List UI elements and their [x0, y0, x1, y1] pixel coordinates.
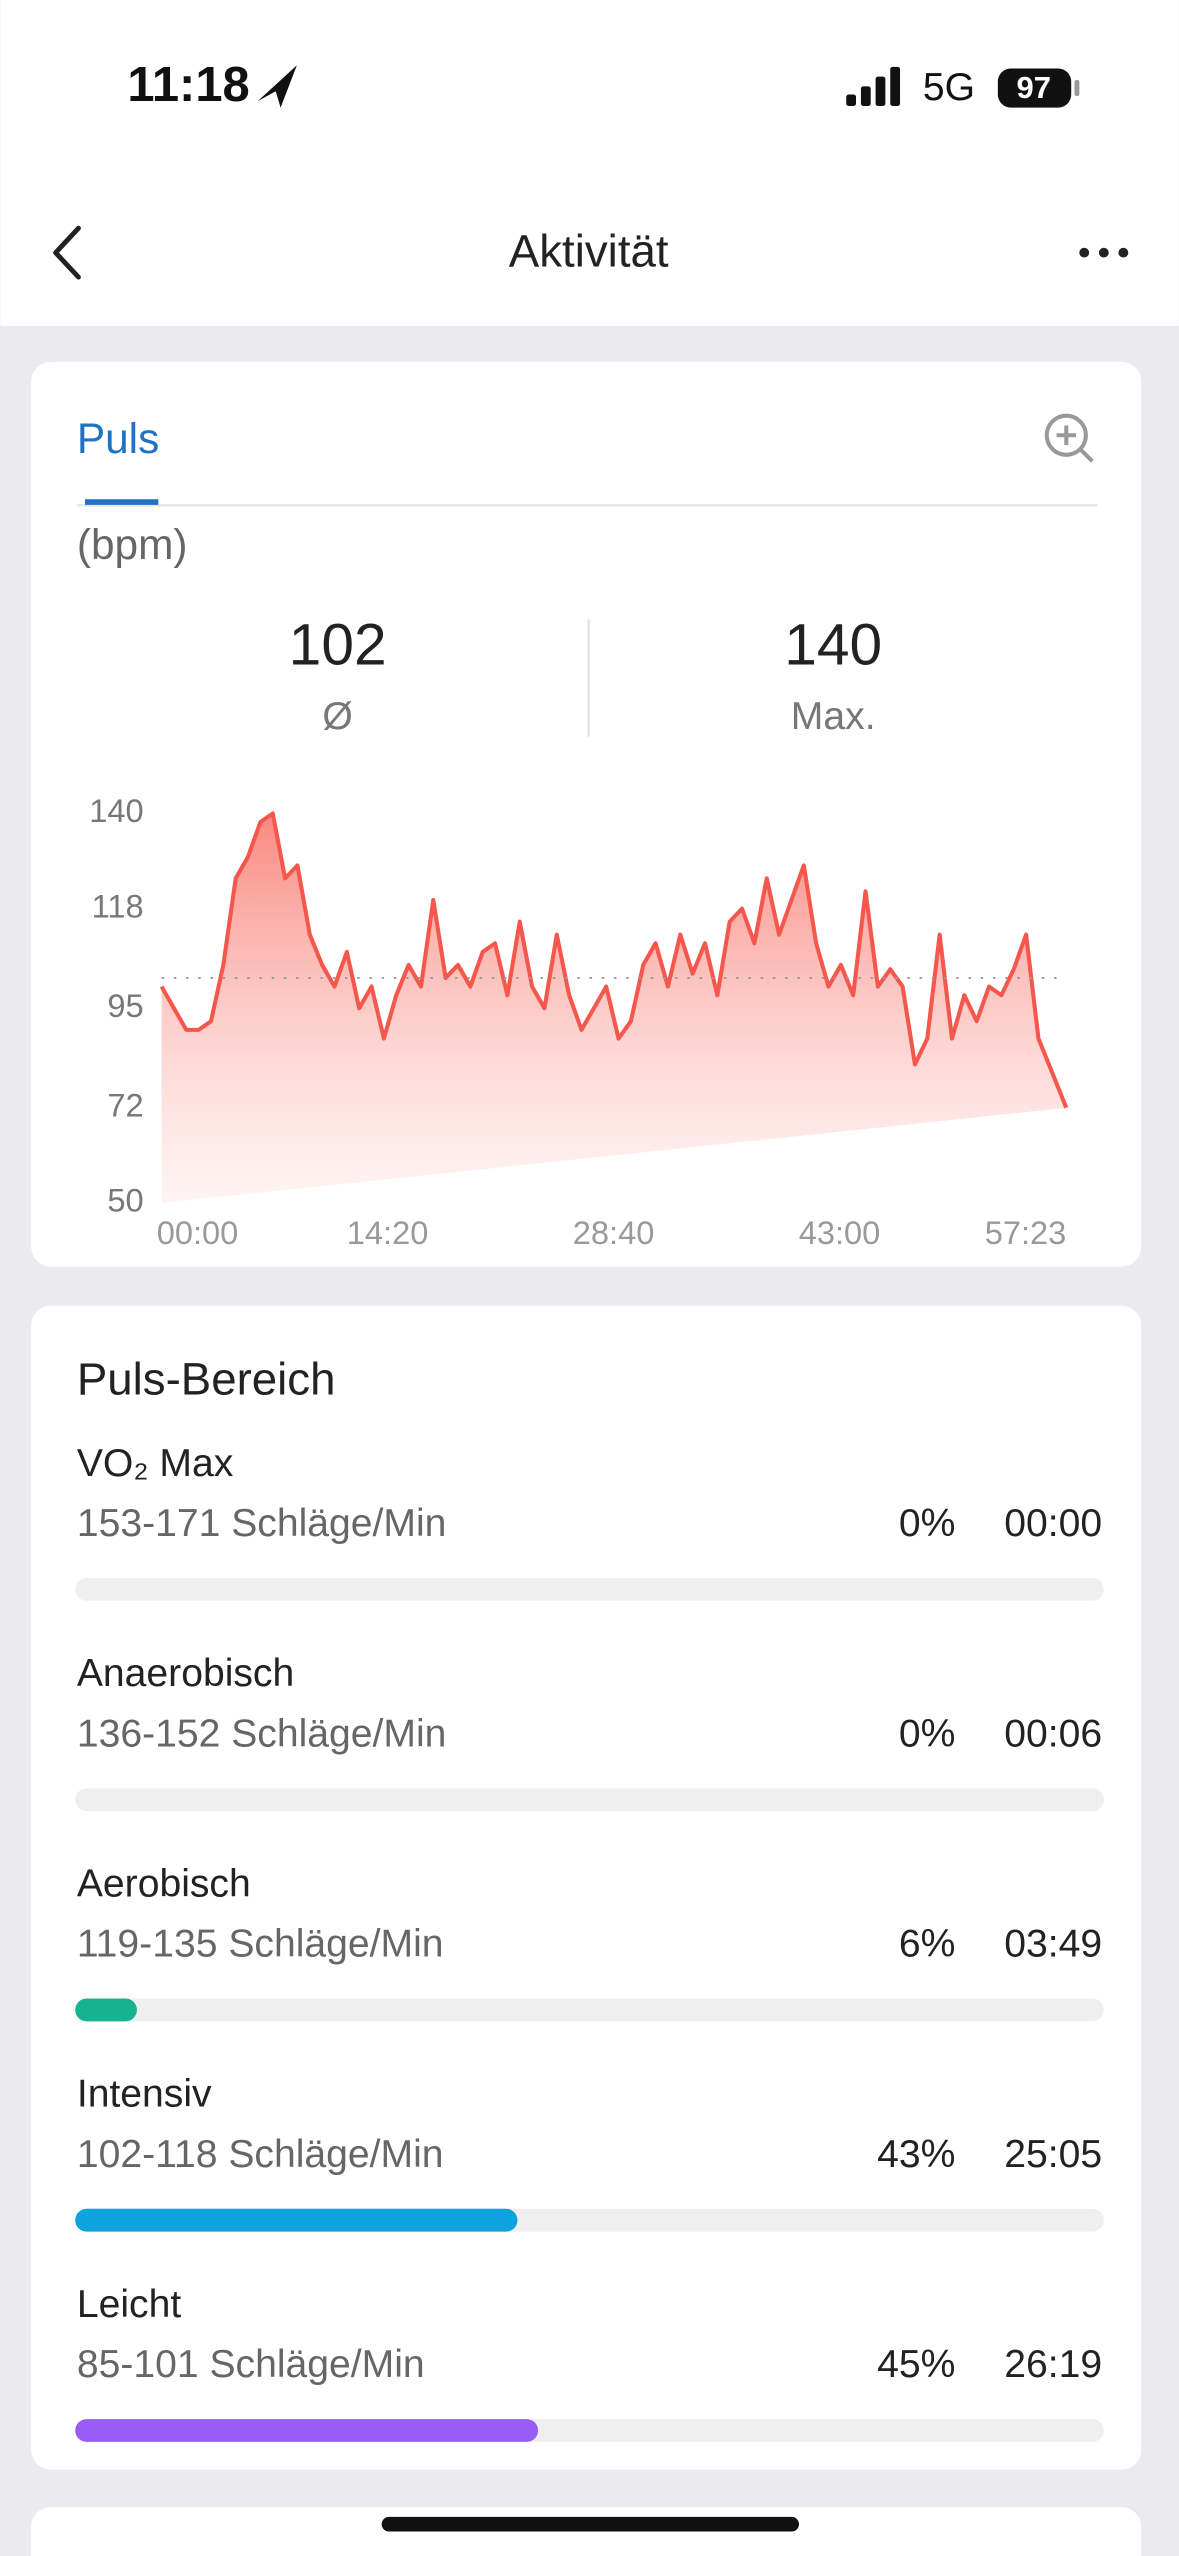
- unit-label: (bpm): [77, 521, 188, 568]
- zone-time: 26:19: [1004, 2343, 1102, 2386]
- avg-value: 102: [289, 612, 387, 677]
- avg-label: Ø: [322, 695, 352, 738]
- page-title: Aktivität: [509, 225, 669, 276]
- next-card: [31, 2507, 1142, 2556]
- tab-label[interactable]: Puls: [77, 415, 159, 462]
- zone-track: [75, 1788, 1104, 1812]
- zone-range: 119-135 Schläge/Min: [77, 1923, 444, 1966]
- x-tick-label: 00:00: [157, 1214, 239, 1251]
- zone-time: 00:00: [1004, 1502, 1102, 1545]
- zone-name: VO₂ Max: [77, 1442, 234, 1485]
- x-tick-label: 57:23: [985, 1214, 1067, 1251]
- heart-rate-line: [159, 811, 1069, 1109]
- zone-name: Anaerobisch: [77, 1652, 294, 1695]
- zone-percent: 45%: [877, 2343, 955, 2386]
- signal-icon: [846, 66, 901, 106]
- zone-bar: [75, 1998, 137, 2022]
- y-tick-label: 118: [92, 887, 144, 924]
- zones-list: VO₂ Max 153-171 Schläge/Min 0% 00:00 Anaerob…: [75, 1442, 1104, 2442]
- battery-tip: [1074, 79, 1080, 97]
- x-tick-label: 43:00: [799, 1214, 881, 1251]
- max-value: 140: [784, 612, 882, 677]
- zone-range: 153-171 Schläge/Min: [77, 1502, 447, 1545]
- top-bar: [0, 0, 1179, 327]
- battery: [997, 68, 1072, 108]
- zone-percent: 0%: [899, 1712, 956, 1755]
- y-tick-label: 95: [107, 987, 143, 1024]
- zoom-button[interactable]: [1044, 413, 1094, 463]
- home-indicator: [381, 2516, 799, 2532]
- pulse-chart: 50 72 95 118 140 00:00 14:20 28:40 43:00 57:23: [89, 792, 1069, 1251]
- zone-bar: [75, 2419, 539, 2442]
- location-icon: [257, 65, 297, 108]
- zone-time: 25:05: [1004, 2133, 1102, 2176]
- zone-percent: 6%: [899, 1923, 956, 1966]
- zone-bar: [75, 2208, 518, 2232]
- zone-range: 85-101 Schläge/Min: [77, 2343, 425, 2386]
- zone-time: 00:06: [1004, 1712, 1102, 1755]
- zone-name: Intensiv: [77, 2073, 212, 2116]
- zone-time: 03:49: [1004, 1923, 1102, 1966]
- zone-name: Leicht: [77, 2283, 181, 2326]
- x-tick-label: 14:20: [347, 1214, 429, 1251]
- zone-track: [75, 1577, 1104, 1601]
- y-tick-label: 140: [89, 792, 143, 829]
- zone-track: [75, 1998, 1104, 2022]
- zone-range: 136-152 Schläge/Min: [77, 1712, 447, 1755]
- zone-range: 102-118 Schläge/Min: [77, 2133, 444, 2176]
- battery-level: 97: [1016, 70, 1050, 105]
- y-tick-label: 50: [107, 1182, 143, 1219]
- x-tick-label: 28:40: [573, 1214, 655, 1251]
- zone-percent: 0%: [899, 1502, 956, 1545]
- max-label: Max.: [791, 695, 876, 738]
- zone-percent: 43%: [877, 2133, 955, 2176]
- heart-rate-area: [161, 813, 1067, 1204]
- y-tick-label: 72: [107, 1086, 143, 1123]
- network-label: 5G: [923, 66, 975, 109]
- status-time: 11:18: [127, 58, 249, 112]
- back-button[interactable]: [53, 225, 81, 280]
- zone-name: Aerobisch: [77, 1862, 251, 1905]
- more-button[interactable]: [1079, 247, 1129, 258]
- zones-title: Puls-Bereich: [77, 1353, 336, 1404]
